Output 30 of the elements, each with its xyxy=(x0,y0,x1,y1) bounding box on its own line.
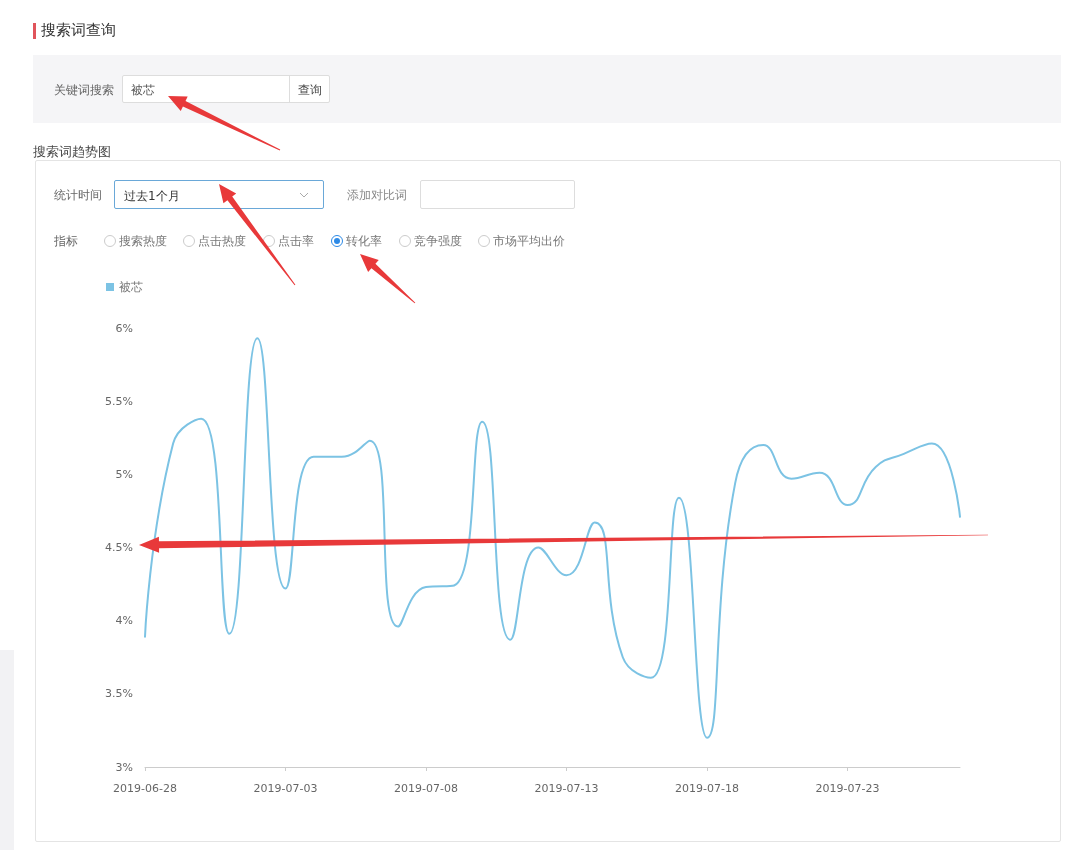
text: 指标 xyxy=(54,233,78,250)
text: 关键词搜索 xyxy=(54,82,114,99)
text: 市场平均出价 xyxy=(493,233,565,250)
text: 搜索词查询 xyxy=(41,21,116,40)
x-tick-label: 2019-07-03 xyxy=(253,782,318,795)
legend-label: 被芯 xyxy=(119,280,143,294)
y-tick-label: 4.5% xyxy=(105,541,133,554)
text: 点击热度 xyxy=(198,233,246,250)
search-field[interactable]: 被芯 查询 xyxy=(122,75,330,103)
y-tick-label: 4% xyxy=(115,614,133,628)
dropdown[interactable]: 过去1个月 xyxy=(114,180,324,209)
text: 统计时间 xyxy=(54,187,102,204)
text: 搜索热度 xyxy=(119,233,167,250)
x-tick-label: 2019-07-23 xyxy=(815,782,880,795)
y-tick-label: 5% xyxy=(115,467,133,481)
y-tick-label: 5.5% xyxy=(105,394,133,408)
text: 竞争强度 xyxy=(414,233,462,250)
y-tick-label: 6% xyxy=(115,321,133,335)
y-tick-label: 3.5% xyxy=(105,687,133,701)
line-series xyxy=(144,337,961,739)
x-tick-label: 2019-06-28 xyxy=(113,782,177,795)
x-tick-label: 2019-07-13 xyxy=(534,782,599,795)
x-tick-label: 2019-07-18 xyxy=(675,782,740,795)
text: 点击率 xyxy=(278,233,314,250)
y-tick-label: 3% xyxy=(115,760,133,774)
x-tick-label: 2019-07-08 xyxy=(394,782,458,795)
text: 添加对比词 xyxy=(347,187,407,204)
query-button[interactable]: 查询 xyxy=(289,76,330,102)
text: 转化率 xyxy=(346,233,382,250)
text: 搜索词趋势图 xyxy=(33,143,111,161)
